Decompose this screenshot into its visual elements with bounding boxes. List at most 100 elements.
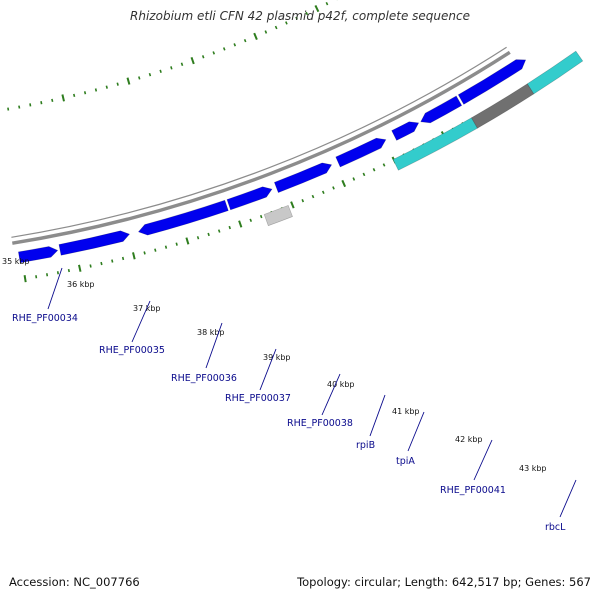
gene-arrow-rhe-pf00036 [226, 186, 273, 211]
gene-arrow-tpia [420, 95, 463, 124]
gene-label: RHE_PF00038 [287, 418, 353, 429]
gene-arrow-rpib [391, 121, 420, 141]
inner-tick-mark [185, 237, 190, 245]
outer-tick-mark [233, 43, 237, 47]
kbp-scale-label: 41 kbp [392, 407, 420, 416]
inner-tick-mark [321, 190, 325, 195]
outer-tick-mark [243, 38, 247, 43]
outer-tick-mark [305, 11, 309, 16]
outer-tick-mark [148, 72, 152, 77]
kbp-scale-label: 40 kbp [327, 380, 355, 389]
inner-tick-mark [290, 201, 295, 209]
inner-tick-mark [341, 179, 347, 188]
outer-tick-mark [180, 62, 184, 66]
outer-tick-mark [190, 56, 195, 65]
feature-rpib-rna [392, 117, 478, 171]
gene-leader-line [47, 267, 63, 310]
inner-tick-mark [382, 163, 386, 167]
inner-tick-mark [249, 218, 253, 222]
summary-label: Topology: circular; Length: 642,517 bp; … [297, 575, 591, 589]
outer-tick-mark [105, 85, 108, 89]
kbp-scale-label: 35 kbp [2, 257, 30, 266]
inner-tick-mark [78, 264, 82, 272]
gene-label: rbcL [545, 522, 566, 533]
inner-tick-mark [228, 225, 231, 230]
gene-label: rpiB [356, 440, 375, 451]
outer-tick-mark [274, 25, 278, 30]
inner-tick-mark [23, 275, 27, 283]
gene-leader-line [369, 394, 386, 437]
inner-tick-mark [175, 242, 178, 246]
kbp-scale-label: 43 kbp [519, 464, 547, 473]
inner-tick-mark [259, 214, 263, 219]
inner-tick-mark [301, 199, 305, 203]
inner-tick-mark [352, 177, 356, 181]
inner-tick-mark [362, 172, 366, 177]
outer-tick-mark [314, 4, 320, 13]
outer-tick-mark [51, 98, 54, 102]
gene-leader-line [259, 348, 277, 391]
gene-label: RHE_PF00037 [225, 393, 291, 404]
kbp-scale-label: 42 kbp [455, 435, 483, 444]
outer-tick-mark [325, 1, 329, 6]
outer-tick-mark [159, 69, 162, 73]
outer-tick-mark [29, 103, 32, 107]
feature-rbcl-rna [526, 50, 584, 95]
accession-label: Accession: NC_007766 [9, 575, 140, 589]
inner-tick-mark [207, 232, 210, 237]
outer-tick-mark [264, 30, 268, 34]
outer-tick-mark [222, 47, 226, 51]
gene-arrow-rhe-pf00037 [273, 162, 333, 193]
inner-tick-mark [217, 229, 221, 233]
gene-leader-line [321, 373, 341, 416]
inner-tick-mark [46, 273, 49, 277]
outer-tick-mark [61, 94, 65, 102]
gene-label: RHE_PF00035 [99, 345, 165, 356]
inner-tick-mark [35, 275, 38, 279]
inner-tick-mark [100, 261, 103, 266]
backbone-inner-line [11, 46, 507, 238]
inner-tick-mark [132, 252, 136, 260]
gene-leader-line [559, 479, 577, 518]
inner-tick-mark [196, 236, 200, 240]
inner-tick-mark [164, 245, 168, 249]
inner-tick-mark [121, 256, 125, 261]
inner-tick-mark [372, 168, 376, 172]
gene-arrow-rhe-pf00038 [335, 137, 387, 168]
gene-leader-line [407, 411, 425, 452]
gene-leader-line [131, 300, 151, 343]
inner-tick-mark [154, 248, 157, 252]
inner-tick-mark [56, 271, 59, 275]
inner-tick-mark [238, 220, 243, 228]
kbp-scale-label: 38 kbp [197, 328, 225, 337]
outer-tick-mark [73, 93, 76, 97]
map-title: Rhizobium etli CFN 42 plasmid p42f, comp… [130, 9, 470, 23]
inner-tick-mark [111, 259, 114, 263]
gene-leader-line [205, 322, 223, 369]
outer-tick-mark [285, 21, 288, 25]
kbp-scale-label: 39 kbp [263, 353, 291, 362]
outer-tick-mark [253, 32, 258, 40]
feature-pseudogene [263, 204, 293, 227]
outer-tick-mark [94, 88, 98, 92]
gene-label: RHE_PF00036 [171, 373, 237, 384]
inner-tick-mark [332, 186, 335, 190]
kbp-scale-label: 36 kbp [67, 280, 95, 289]
inner-tick-mark [311, 194, 315, 199]
gene-arrow-rhe-pf00035 [137, 199, 229, 236]
outer-tick-mark [201, 55, 205, 59]
gene-label: RHE_PF00034 [12, 313, 78, 324]
outer-tick-mark [138, 76, 141, 80]
outer-tick-mark [126, 77, 131, 85]
outer-tick-mark [170, 66, 173, 70]
gene-label: tpiA [396, 456, 415, 467]
outer-tick-mark [18, 105, 21, 109]
gene-leader-line [473, 439, 493, 481]
gene-label: RHE_PF00041 [440, 485, 506, 496]
outer-tick-mark [83, 91, 87, 95]
outer-tick-mark [40, 101, 43, 105]
inner-tick-mark [143, 251, 146, 255]
outer-tick-mark [212, 51, 216, 55]
outer-tick-mark [116, 82, 119, 86]
